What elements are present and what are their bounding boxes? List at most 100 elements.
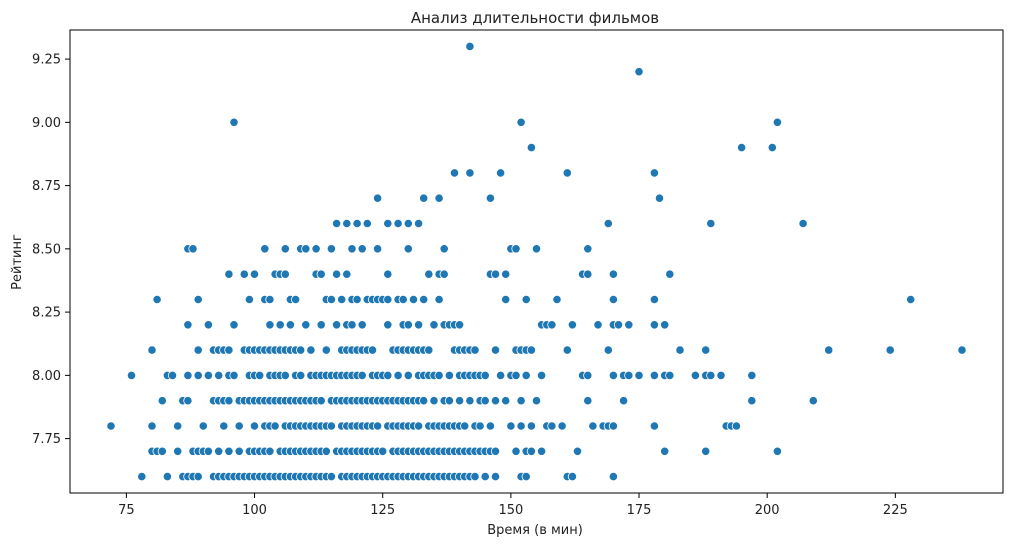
data-point bbox=[603, 345, 613, 355]
data-point bbox=[660, 446, 670, 456]
data-point bbox=[434, 294, 444, 305]
data-point bbox=[167, 370, 178, 380]
data-point bbox=[224, 446, 234, 456]
data-point bbox=[157, 446, 167, 456]
data-point bbox=[454, 396, 465, 406]
data-point bbox=[736, 143, 747, 153]
data-point bbox=[352, 294, 362, 305]
data-point bbox=[331, 320, 342, 330]
data-point bbox=[490, 396, 501, 406]
data-point bbox=[660, 320, 670, 330]
data-point bbox=[413, 421, 424, 431]
data-point bbox=[183, 396, 193, 406]
data-point bbox=[280, 269, 290, 279]
x-tick-label: 225 bbox=[883, 503, 908, 518]
data-point bbox=[372, 193, 383, 203]
data-point bbox=[301, 320, 311, 330]
x-axis: 75 100 125 150 175 200 225 bbox=[118, 493, 908, 518]
data-point bbox=[439, 269, 449, 279]
data-point bbox=[485, 193, 495, 203]
data-point bbox=[326, 471, 336, 482]
data-point bbox=[331, 269, 342, 279]
data-point bbox=[536, 370, 547, 380]
data-point bbox=[219, 421, 229, 431]
data-point bbox=[767, 143, 777, 153]
data-point bbox=[526, 345, 537, 355]
data-point bbox=[393, 370, 403, 380]
data-point bbox=[393, 218, 403, 229]
data-point bbox=[337, 294, 347, 305]
data-point bbox=[275, 320, 285, 330]
data-point bbox=[516, 396, 526, 406]
data-point bbox=[567, 320, 578, 330]
data-point bbox=[624, 370, 634, 380]
y-axis: 7.75 8.00 8.25 8.50 8.75 9.00 9.25 bbox=[32, 53, 70, 447]
data-point bbox=[203, 446, 213, 456]
data-point bbox=[239, 269, 249, 279]
data-point bbox=[526, 421, 537, 431]
data-point bbox=[444, 370, 454, 380]
data-point bbox=[654, 193, 665, 203]
data-point bbox=[634, 67, 644, 77]
data-point bbox=[465, 41, 475, 52]
data-point bbox=[608, 471, 619, 482]
data-point bbox=[280, 244, 290, 254]
data-point bbox=[214, 370, 224, 380]
data-point bbox=[326, 421, 336, 431]
data-point bbox=[229, 320, 239, 330]
data-point bbox=[234, 446, 244, 456]
data-point bbox=[957, 345, 967, 355]
data-point bbox=[203, 320, 213, 330]
data-point bbox=[706, 218, 716, 229]
data-point bbox=[798, 218, 808, 229]
data-point bbox=[265, 446, 275, 456]
data-point bbox=[618, 396, 629, 406]
data-point bbox=[562, 168, 572, 178]
data-point bbox=[490, 446, 501, 456]
data-point bbox=[480, 471, 490, 482]
data-point bbox=[716, 370, 726, 380]
data-point bbox=[183, 320, 193, 330]
data-point bbox=[557, 421, 567, 431]
data-point bbox=[249, 421, 260, 431]
data-point bbox=[413, 320, 424, 330]
data-point bbox=[326, 244, 336, 254]
data-point bbox=[772, 117, 783, 127]
data-point bbox=[583, 244, 593, 254]
data-point bbox=[347, 244, 357, 254]
data-point bbox=[480, 396, 490, 406]
data-point bbox=[434, 370, 444, 380]
data-point bbox=[372, 244, 383, 254]
data-point bbox=[173, 446, 183, 456]
data-point bbox=[567, 471, 578, 482]
data-point bbox=[193, 370, 203, 380]
data-point bbox=[290, 294, 301, 305]
data-point bbox=[357, 370, 367, 380]
data-point bbox=[511, 244, 521, 254]
data-point bbox=[885, 345, 895, 355]
data-point bbox=[536, 446, 547, 456]
data-point bbox=[675, 345, 685, 355]
data-point bbox=[603, 218, 613, 229]
data-point bbox=[193, 471, 203, 482]
data-point bbox=[706, 370, 716, 380]
data-point bbox=[649, 320, 660, 330]
data-point bbox=[424, 345, 434, 355]
x-tick-label: 125 bbox=[370, 503, 395, 518]
data-point bbox=[429, 320, 439, 330]
plot-frame bbox=[69, 29, 1004, 494]
data-point bbox=[229, 117, 239, 127]
x-tick-label: 175 bbox=[627, 503, 652, 518]
data-point bbox=[465, 396, 475, 406]
data-point bbox=[357, 244, 367, 254]
data-point bbox=[490, 269, 501, 279]
data-point bbox=[583, 396, 593, 406]
data-point bbox=[383, 218, 393, 229]
data-point bbox=[583, 370, 593, 380]
data-point bbox=[701, 446, 711, 456]
data-point bbox=[526, 143, 537, 153]
data-point bbox=[485, 421, 495, 431]
data-point bbox=[398, 294, 408, 305]
y-axis-label: Рейтинг bbox=[10, 234, 25, 290]
data-point bbox=[403, 370, 413, 380]
